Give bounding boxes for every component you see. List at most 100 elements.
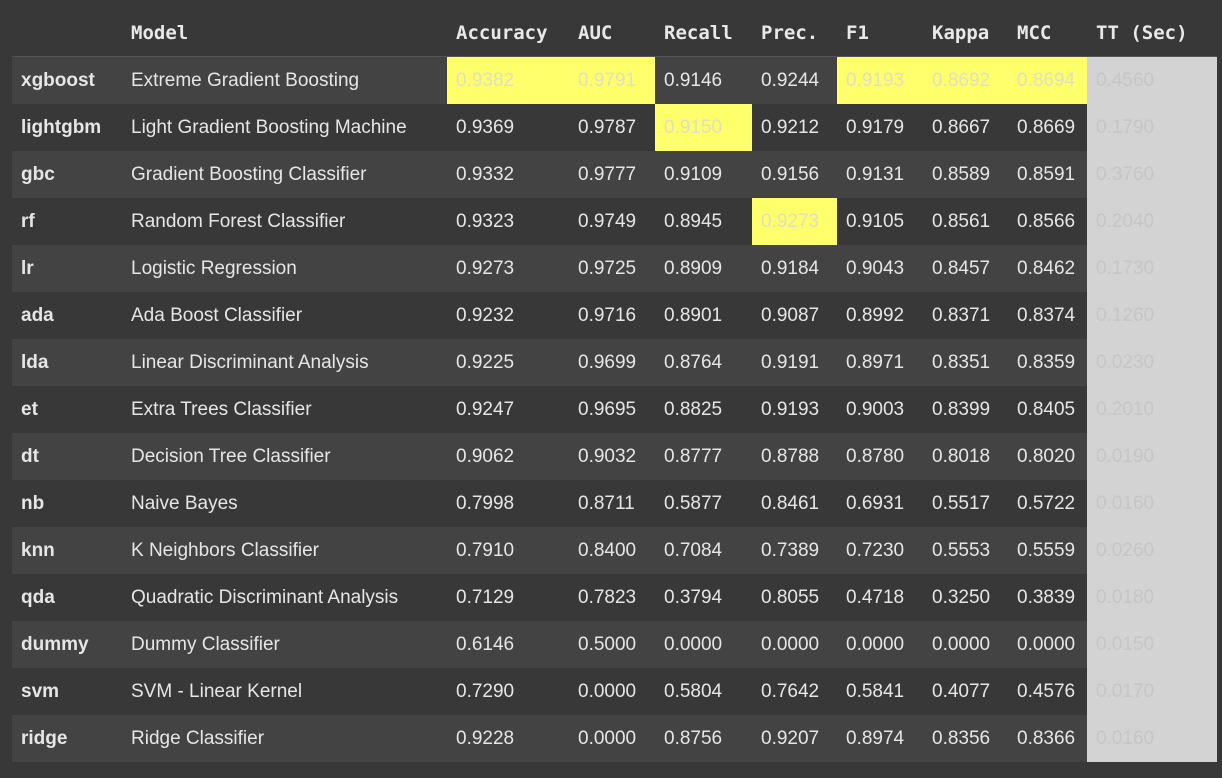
- table-row: ada Ada Boost Classifier 0.9232 0.9716 0.890…: [12, 292, 1217, 339]
- cell-auc: 0.8400: [569, 527, 655, 574]
- cell-model: Extreme Gradient Boosting: [122, 56, 447, 104]
- header-model: Model: [122, 9, 447, 57]
- cell-recall: 0.8764: [655, 339, 752, 386]
- cell-kappa: 0.3250: [923, 574, 1008, 621]
- cell-prec: 0.9244: [752, 56, 837, 104]
- header-recall: Recall: [655, 9, 752, 57]
- table-row: lightgbm Light Gradient Boosting Machine 0…: [12, 104, 1217, 151]
- cell-id: xgboost: [12, 56, 122, 104]
- cell-prec: 0.9193: [752, 386, 837, 433]
- cell-model: Naive Bayes: [122, 480, 447, 527]
- cell-accuracy: 0.9273: [447, 245, 569, 292]
- header-accuracy: Accuracy: [447, 9, 569, 57]
- cell-kappa: 0.5517: [923, 480, 1008, 527]
- cell-f1: 0.7230: [837, 527, 923, 574]
- cell-tt: 0.2010: [1087, 386, 1217, 433]
- cell-mcc: 0.8405: [1008, 386, 1087, 433]
- cell-prec: 0.7389: [752, 527, 837, 574]
- header-row: Model Accuracy AUC Recall Prec. F1 Kappa…: [12, 9, 1217, 57]
- cell-mcc: 0.3839: [1008, 574, 1087, 621]
- cell-model: Logistic Regression: [122, 245, 447, 292]
- table-row: lr Logistic Regression 0.9273 0.9725 0.8909 0…: [12, 245, 1217, 292]
- cell-prec: 0.8055: [752, 574, 837, 621]
- cell-model: SVM - Linear Kernel: [122, 668, 447, 715]
- cell-tt: 0.0170: [1087, 668, 1217, 715]
- cell-mcc: 0.8591: [1008, 151, 1087, 198]
- cell-f1: 0.9179: [837, 104, 923, 151]
- cell-f1: 0.9193: [837, 56, 923, 104]
- cell-id: knn: [12, 527, 122, 574]
- cell-id: ridge: [12, 715, 122, 762]
- header-prec: Prec.: [752, 9, 837, 57]
- cell-tt: 0.0160: [1087, 715, 1217, 762]
- cell-f1: 0.9043: [837, 245, 923, 292]
- cell-id: dt: [12, 433, 122, 480]
- cell-auc: 0.9032: [569, 433, 655, 480]
- cell-auc: 0.0000: [569, 715, 655, 762]
- cell-prec: 0.9212: [752, 104, 837, 151]
- table-row: svm SVM - Linear Kernel 0.7290 0.0000 0.5804…: [12, 668, 1217, 715]
- cell-id: rf: [12, 198, 122, 245]
- cell-kappa: 0.8692: [923, 56, 1008, 104]
- cell-kappa: 0.4077: [923, 668, 1008, 715]
- table-row: qda Quadratic Discriminant Analysis 0.7129…: [12, 574, 1217, 621]
- cell-f1: 0.5841: [837, 668, 923, 715]
- cell-prec: 0.9207: [752, 715, 837, 762]
- cell-auc: 0.9695: [569, 386, 655, 433]
- cell-auc: 0.9777: [569, 151, 655, 198]
- cell-tt: 0.4560: [1087, 56, 1217, 104]
- cell-id: dummy: [12, 621, 122, 668]
- cell-kappa: 0.8589: [923, 151, 1008, 198]
- cell-recall: 0.9109: [655, 151, 752, 198]
- cell-tt: 0.2040: [1087, 198, 1217, 245]
- cell-mcc: 0.8694: [1008, 56, 1087, 104]
- cell-auc: 0.5000: [569, 621, 655, 668]
- cell-recall: 0.0000: [655, 621, 752, 668]
- cell-recall: 0.8945: [655, 198, 752, 245]
- cell-tt: 0.1790: [1087, 104, 1217, 151]
- cell-f1: 0.8992: [837, 292, 923, 339]
- cell-kappa: 0.8561: [923, 198, 1008, 245]
- cell-recall: 0.3794: [655, 574, 752, 621]
- cell-auc: 0.9791: [569, 56, 655, 104]
- cell-accuracy: 0.9247: [447, 386, 569, 433]
- cell-tt: 0.0150: [1087, 621, 1217, 668]
- cell-tt: 0.1730: [1087, 245, 1217, 292]
- table-row: gbc Gradient Boosting Classifier 0.9332 0.9…: [12, 151, 1217, 198]
- cell-auc: 0.9787: [569, 104, 655, 151]
- cell-kappa: 0.8018: [923, 433, 1008, 480]
- cell-model: K Neighbors Classifier: [122, 527, 447, 574]
- cell-f1: 0.9131: [837, 151, 923, 198]
- cell-f1: 0.4718: [837, 574, 923, 621]
- cell-id: nb: [12, 480, 122, 527]
- cell-auc: 0.9716: [569, 292, 655, 339]
- cell-tt: 0.0230: [1087, 339, 1217, 386]
- cell-prec: 0.9156: [752, 151, 837, 198]
- cell-f1: 0.8974: [837, 715, 923, 762]
- cell-accuracy: 0.7290: [447, 668, 569, 715]
- table-row: rf Random Forest Classifier 0.9323 0.9749 0.…: [12, 198, 1217, 245]
- header-auc: AUC: [569, 9, 655, 57]
- cell-model: Dummy Classifier: [122, 621, 447, 668]
- cell-kappa: 0.8399: [923, 386, 1008, 433]
- table-row: dummy Dummy Classifier 0.6146 0.5000 0.0000 0…: [12, 621, 1217, 668]
- cell-kappa: 0.8457: [923, 245, 1008, 292]
- cell-f1: 0.9003: [837, 386, 923, 433]
- table-row: ridge Ridge Classifier 0.9228 0.0000 0.8756 0…: [12, 715, 1217, 762]
- cell-id: svm: [12, 668, 122, 715]
- model-comparison-table: Model Accuracy AUC Recall Prec. F1 Kappa…: [12, 9, 1217, 762]
- cell-tt: 0.3760: [1087, 151, 1217, 198]
- cell-auc: 0.9749: [569, 198, 655, 245]
- header-mcc: MCC: [1008, 9, 1087, 57]
- header-tt: TT (Sec): [1087, 9, 1217, 57]
- table-row: nb Naive Bayes 0.7998 0.8711 0.5877 0.8461 0.6…: [12, 480, 1217, 527]
- cell-accuracy: 0.7910: [447, 527, 569, 574]
- cell-model: Ridge Classifier: [122, 715, 447, 762]
- cell-f1: 0.0000: [837, 621, 923, 668]
- cell-f1: 0.9105: [837, 198, 923, 245]
- cell-auc: 0.8711: [569, 480, 655, 527]
- cell-mcc: 0.0000: [1008, 621, 1087, 668]
- cell-accuracy: 0.9062: [447, 433, 569, 480]
- cell-id: lr: [12, 245, 122, 292]
- table-row: dt Decision Tree Classifier 0.9062 0.9032 0.…: [12, 433, 1217, 480]
